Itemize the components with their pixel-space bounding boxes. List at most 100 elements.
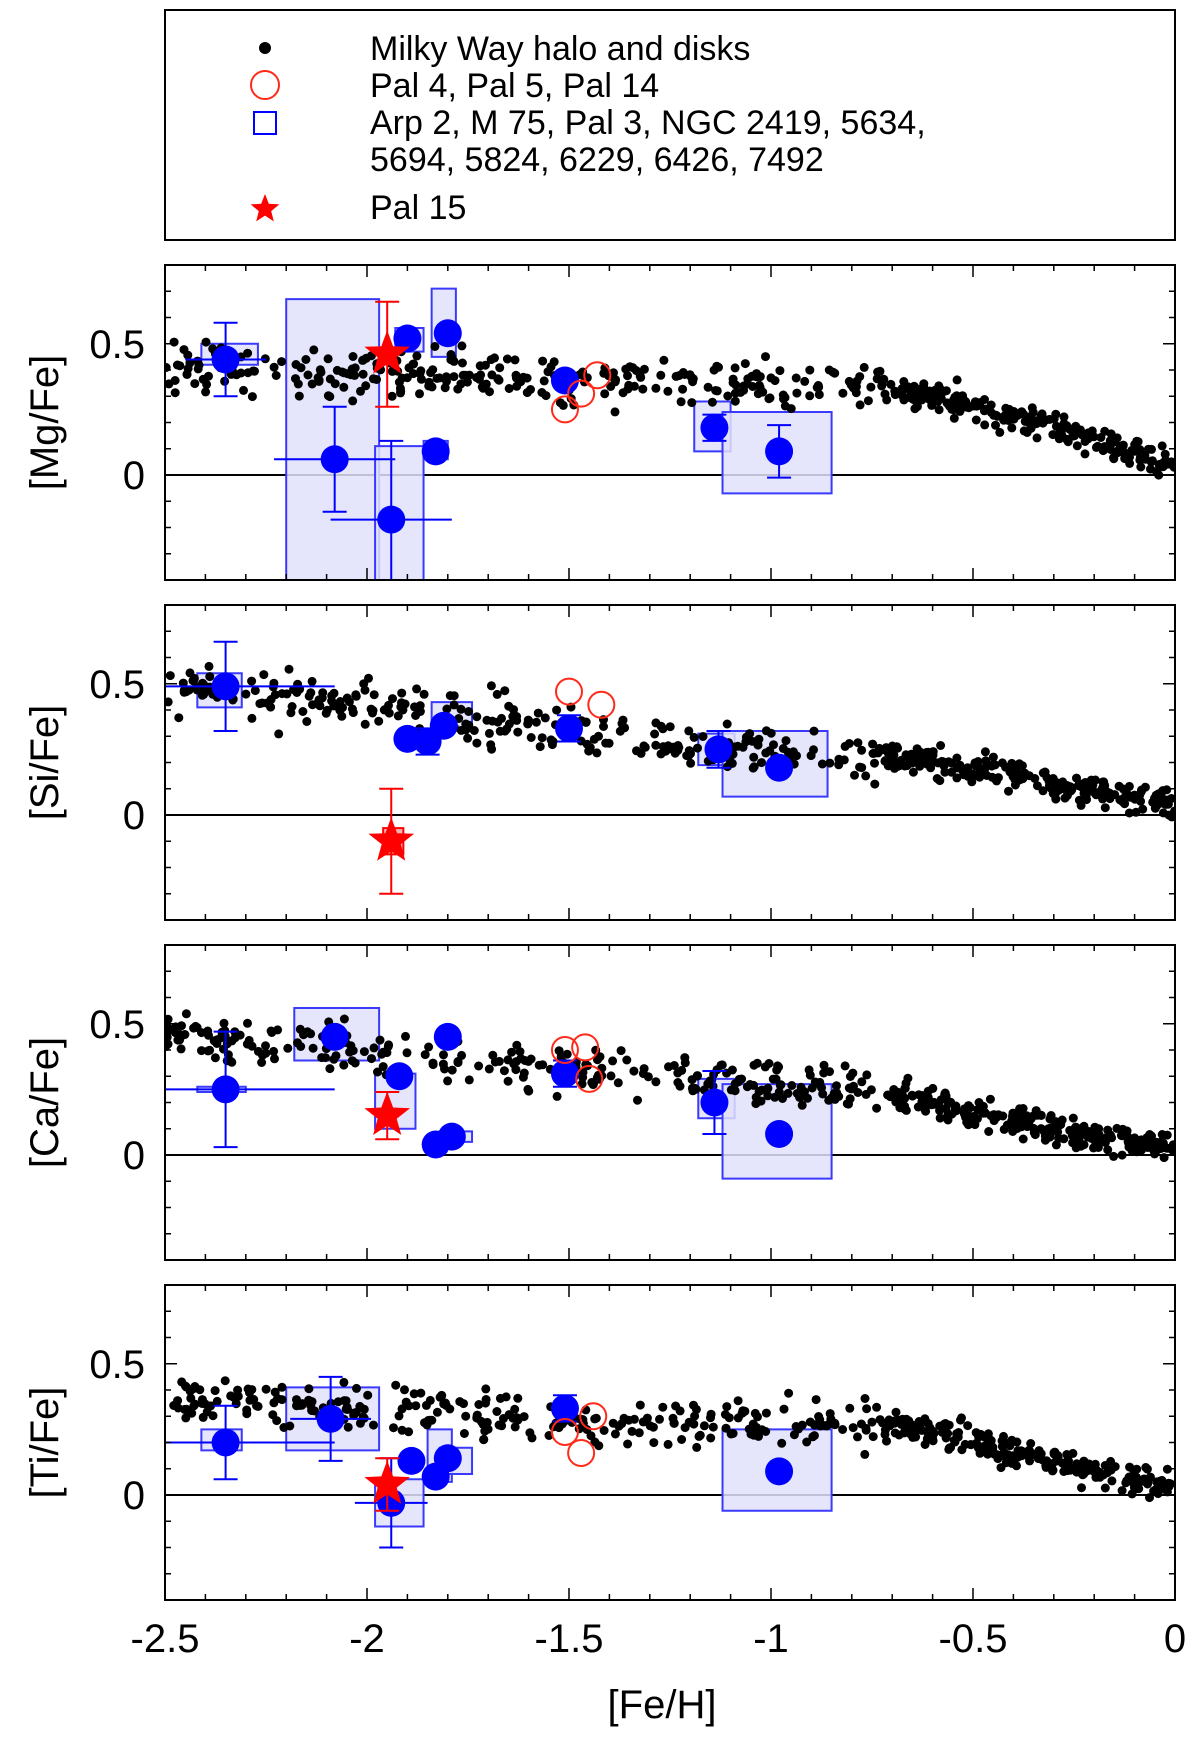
milky-way-star: [997, 1442, 1007, 1451]
cluster-point: [765, 1457, 794, 1486]
milky-way-star: [706, 1413, 715, 1423]
milky-way-star: [689, 1400, 698, 1410]
outer-halo-point: [567, 1439, 596, 1467]
y-tick-label: 0.5: [89, 1343, 145, 1387]
milky-way-star: [1038, 786, 1048, 796]
milky-way-star: [678, 384, 688, 394]
milky-way-star: [942, 398, 952, 408]
milky-way-star: [1035, 1451, 1044, 1461]
milky-way-star: [318, 688, 328, 698]
milky-way-star: [717, 1060, 727, 1070]
milky-way-star: [949, 405, 959, 415]
milky-way-star: [999, 415, 1009, 425]
milky-way-star: [412, 351, 422, 361]
milky-way-star: [261, 1048, 271, 1058]
milky-way-star: [692, 1442, 702, 1452]
milky-way-star: [1051, 794, 1061, 804]
milky-way-star: [761, 726, 771, 736]
x-axis-label: [Fe/H]: [608, 1683, 717, 1727]
outer-halo-point: [567, 379, 596, 408]
milky-way-star: [464, 1075, 474, 1085]
milky-way-star: [980, 420, 990, 430]
milky-way-star: [272, 1416, 282, 1426]
milky-way-star: [980, 1107, 990, 1117]
milky-way-star: [753, 1412, 762, 1422]
milky-way-star: [974, 1098, 984, 1107]
milky-way-star: [220, 1376, 230, 1386]
milky-way-star: [941, 386, 951, 396]
milky-way-star: [727, 1065, 737, 1075]
x-tick-label: 0: [1164, 1617, 1186, 1661]
milky-way-star: [360, 719, 370, 729]
milky-way-star: [803, 1093, 812, 1103]
milky-way-star: [1090, 1459, 1100, 1469]
milky-way-star: [537, 388, 547, 397]
milky-way-star: [165, 1014, 173, 1024]
milky-way-star: [420, 1050, 430, 1060]
milky-way-star: [1137, 454, 1147, 463]
milky-way-star: [730, 1079, 740, 1089]
milky-way-star: [985, 1094, 995, 1104]
milky-way-star: [853, 1432, 862, 1442]
milky-way-star: [649, 1438, 659, 1448]
milky-way-star: [457, 341, 467, 351]
milky-way-star: [640, 742, 650, 752]
milky-way-star: [1074, 779, 1084, 789]
milky-way-star: [584, 746, 594, 756]
milky-way-star: [872, 1103, 882, 1113]
milky-way-star: [639, 364, 649, 374]
milky-way-star: [459, 1429, 469, 1438]
milky-way-star: [314, 376, 324, 386]
milky-way-star: [910, 1427, 920, 1437]
milky-way-star: [428, 1058, 438, 1068]
milky-way-star: [504, 384, 514, 393]
cluster-point: [765, 753, 794, 782]
milky-way-star: [230, 1033, 240, 1043]
milky-way-star: [673, 1078, 683, 1087]
milky-way-star: [757, 758, 766, 768]
milky-way-star: [972, 1114, 982, 1124]
milky-way-star: [634, 1428, 644, 1438]
milky-way-star: [412, 684, 422, 694]
milky-way-star: [513, 1393, 523, 1403]
milky-way-star: [923, 1092, 933, 1102]
milky-way-star: [921, 1106, 931, 1116]
milky-way-star: [726, 1429, 736, 1439]
milky-way-star: [558, 400, 568, 410]
milky-way-star: [219, 1018, 229, 1028]
legend-label-milky-way: Milky Way halo and disks: [370, 30, 750, 68]
milky-way-star: [882, 1436, 891, 1446]
panel-mg: 0 0.5 [Mg/Fe]: [23, 264, 1176, 581]
milky-way-star: [286, 708, 296, 718]
milky-way-star: [663, 1439, 673, 1449]
outer-halo-point: [587, 690, 616, 719]
milky-way-star: [792, 388, 802, 398]
milky-way-star: [393, 711, 403, 721]
milky-way-star: [622, 1055, 632, 1065]
outer-halo-point: [571, 1033, 600, 1062]
milky-way-star: [255, 699, 265, 709]
panel-frame: [164, 944, 1176, 1261]
milky-way-star: [486, 740, 496, 750]
milky-way-star: [749, 1060, 759, 1070]
milky-way-star: [868, 749, 878, 758]
milky-way-star: [361, 381, 371, 391]
milky-way-star: [1041, 1462, 1051, 1472]
milky-way-star: [396, 702, 406, 712]
milky-way-star: [1103, 1125, 1113, 1135]
milky-way-star: [780, 401, 790, 411]
milky-way-star: [893, 761, 903, 771]
milky-way-star: [445, 1404, 455, 1414]
milky-way-star: [730, 363, 740, 373]
milky-way-star: [1117, 1131, 1127, 1141]
milky-way-star: [988, 752, 998, 762]
milky-way-star: [722, 719, 732, 729]
milky-way-star: [294, 391, 304, 401]
milky-way-star: [594, 1441, 604, 1451]
milky-way-star: [443, 1076, 453, 1086]
milky-way-star: [861, 771, 871, 781]
milky-way-star: [673, 1068, 683, 1078]
milky-way-star: [730, 396, 740, 406]
milky-way-star: [690, 1411, 700, 1421]
milky-way-star: [329, 688, 339, 698]
